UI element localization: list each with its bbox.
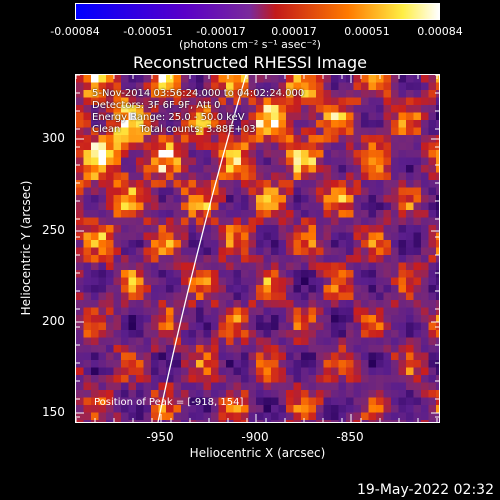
info-detectors: Detectors: 3F 6F 9F, Att 0 bbox=[92, 100, 221, 111]
x-tick: -900 bbox=[241, 430, 269, 444]
colorbar-tick: -0.00084 bbox=[50, 25, 100, 38]
y-axis-label: Heliocentric Y (arcsec) bbox=[19, 180, 33, 316]
y-tick: 250 bbox=[42, 223, 65, 237]
colorbar-tick: -0.00051 bbox=[123, 25, 173, 38]
colorbar-tick: 0.00084 bbox=[417, 25, 463, 38]
x-tick: -950 bbox=[146, 430, 174, 444]
colorbar-tick: 0.00051 bbox=[344, 25, 390, 38]
info-energy: Energy Range: 25.0 - 50.0 keV bbox=[92, 112, 245, 123]
colorbar-tick: -0.00017 bbox=[196, 25, 246, 38]
timestamp: 19-May-2022 02:32 bbox=[356, 482, 494, 498]
colorbar-units: (photons cm⁻² s⁻¹ asec⁻²) bbox=[179, 38, 321, 51]
y-tick: 200 bbox=[42, 314, 65, 328]
solar-limb-line bbox=[157, 75, 247, 422]
colorbar-tick: 0.00017 bbox=[271, 25, 317, 38]
x-axis-label: Heliocentric X (arcsec) bbox=[189, 446, 326, 460]
y-tick: 300 bbox=[42, 131, 65, 145]
x-tick: -850 bbox=[336, 430, 364, 444]
axis-tick-marks bbox=[76, 75, 439, 422]
image-title: Reconstructed RHESSI Image bbox=[133, 53, 367, 72]
info-clean: Clean Total counts: 3.88E+03 bbox=[92, 124, 256, 135]
info-time: 5-Nov-2014 03:56:24.000 to 04:02:24.000 bbox=[92, 88, 305, 99]
rhessi-image bbox=[75, 74, 440, 423]
colorbar bbox=[75, 3, 440, 20]
y-tick: 150 bbox=[42, 405, 65, 419]
colorbar-gradient bbox=[76, 4, 439, 19]
heatmap bbox=[76, 75, 439, 422]
peak-position: Position of Peak = [-918, 154] bbox=[94, 397, 244, 408]
